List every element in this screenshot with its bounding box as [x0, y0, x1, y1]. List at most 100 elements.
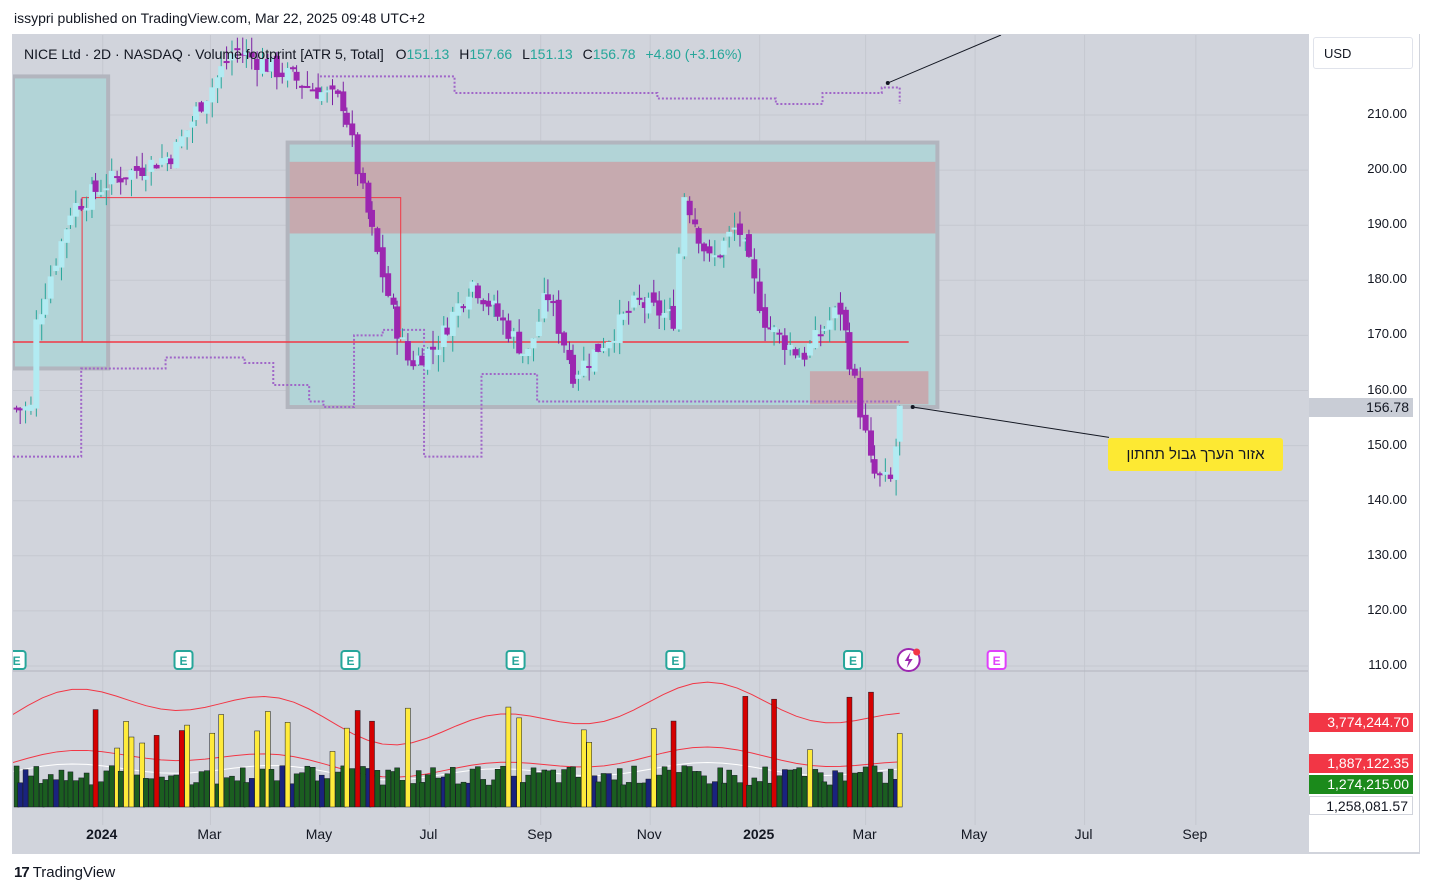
volume-bar [832, 770, 838, 808]
earnings-icon [13, 650, 27, 670]
candle-body [620, 313, 627, 320]
volume-bar [500, 765, 506, 808]
candle-body [189, 121, 196, 128]
volume-bar [801, 775, 808, 808]
candle-body [666, 309, 673, 312]
volume-bar [581, 729, 587, 808]
top-anchor [885, 81, 890, 85]
candle-body [153, 164, 160, 169]
volume-bar [821, 781, 828, 808]
candle-body [541, 293, 548, 319]
candle-body [535, 321, 542, 337]
candle-body [167, 158, 174, 165]
candle-body [469, 281, 476, 292]
price-tick-label: 200.00 [1367, 161, 1407, 177]
volume-bar [681, 765, 688, 808]
candle-body [139, 167, 146, 177]
candle-body [575, 374, 582, 379]
volume-bar [555, 782, 562, 808]
volume-bar [726, 769, 732, 808]
candle-body [806, 343, 813, 356]
volume-bar [299, 772, 305, 808]
tradingview-logo[interactable]: 17 TradingView [14, 864, 115, 881]
open-value: 151.13 [406, 46, 450, 62]
time-tick-label: May [305, 826, 333, 842]
price-scale[interactable]: 210.00 200.00 190.00 180.00 170.00 160.00 150.… [1308, 34, 1419, 852]
candle-body [279, 72, 286, 78]
volume-bar [173, 774, 180, 808]
volume-bar [58, 769, 65, 808]
volume-bar [374, 770, 381, 808]
candle-body [846, 332, 853, 370]
candle-body [751, 259, 758, 279]
volume-bar [480, 779, 487, 808]
candle-body [876, 473, 883, 476]
volume-bar [223, 777, 230, 808]
price-tick-label: 170.00 [1367, 326, 1407, 342]
candle-body [896, 405, 903, 442]
volume-bar [243, 782, 250, 808]
volume-bar [380, 784, 386, 808]
candle-body [42, 299, 49, 315]
candle-body [133, 166, 140, 171]
candle-body [214, 77, 221, 89]
candle-body [706, 246, 713, 254]
volume-bar [545, 770, 551, 808]
close-label: C [582, 46, 593, 62]
volume-bar [536, 772, 542, 808]
candle-body [465, 296, 472, 310]
candle-body [298, 85, 305, 88]
volume-bar [98, 781, 104, 808]
earnings-icon [340, 650, 361, 670]
candle-body [455, 303, 462, 316]
candle-body [641, 302, 648, 308]
volume-bar [742, 696, 749, 808]
volume-bar [837, 772, 844, 808]
candle-body [686, 200, 693, 216]
annotation-callout[interactable]: אזור הערך גבול תחתון [1108, 438, 1283, 471]
candle-body [22, 406, 29, 411]
candle-body [530, 338, 537, 349]
candle-body [500, 317, 507, 321]
volume-ma-label: 1,258,081.57 [1309, 796, 1413, 815]
candle-body [636, 297, 643, 300]
candle-body [203, 101, 210, 114]
time-tick-label: Sep [527, 826, 553, 842]
candle-body [781, 335, 788, 350]
candle-body [817, 334, 824, 337]
time-tick-label: 2025 [743, 826, 775, 842]
currency-button[interactable]: USD [1313, 37, 1413, 69]
candle-body [717, 255, 724, 258]
volume-bar [369, 720, 375, 808]
candle-body [893, 446, 900, 480]
earnings-icon [173, 650, 194, 670]
volume-bar [419, 782, 425, 808]
volume-bar [193, 782, 199, 808]
candle-body [304, 85, 311, 88]
volume-bar [877, 772, 883, 808]
volume-bar [310, 767, 316, 808]
time-tick-label: Mar [852, 826, 877, 842]
candle-body [566, 349, 573, 361]
candle-body [756, 281, 763, 311]
candle-body [787, 345, 794, 350]
candle-body [88, 184, 95, 210]
candle-body [561, 332, 568, 346]
volume-bar [259, 768, 266, 808]
candle-body [550, 301, 557, 304]
candle-body [762, 307, 769, 328]
volume-bar [469, 768, 476, 808]
candle-body [832, 307, 839, 319]
candle-body [842, 309, 849, 331]
earnings-icon [505, 650, 526, 670]
volume-bar [776, 775, 783, 808]
candle-body [334, 90, 341, 94]
candle-body [243, 51, 250, 56]
volume-bar [737, 782, 743, 808]
candle-body [67, 215, 74, 226]
candle-body [404, 341, 411, 361]
volume-bar [159, 776, 165, 808]
volume-bar [184, 724, 190, 808]
candle-body [315, 87, 322, 99]
candle-body [399, 337, 406, 340]
